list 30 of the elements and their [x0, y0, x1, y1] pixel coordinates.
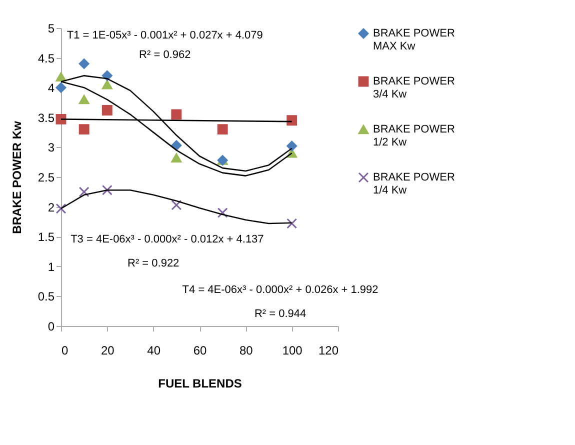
x-tick-label: 80 [239, 344, 254, 358]
annotation: R² = 0.922 [127, 257, 180, 270]
y-tick-label: 4 [48, 81, 55, 96]
x-tick-label: 60 [193, 344, 207, 358]
x-tick-label: 40 [147, 344, 161, 358]
y-tick-label: 2.5 [38, 170, 55, 184]
legend-label: BRAKE POWER 1/4 Kw [373, 172, 455, 196]
legend-label: BRAKE POWER 3/4 Kw [373, 76, 455, 100]
annotation: T3 = 4E-06x³ - 0.000x² - 0.012x + 4.137 [70, 234, 264, 246]
y-tick-label: 1 [48, 260, 55, 274]
x-tick-label: 100 [282, 344, 303, 358]
annotation: R² = 0.962 [139, 48, 191, 61]
x-tick-label: 0 [62, 344, 68, 358]
y-tick-label: 5 [48, 22, 55, 36]
annotation: R² = 0.944 [254, 308, 306, 320]
x-axis-title: FUEL BLENDS [158, 376, 242, 390]
y-tick-label: 4.5 [38, 51, 55, 66]
y-tick-label: 3.5 [38, 110, 55, 125]
y-axis-title: BRAKE POWER Kw [10, 120, 24, 234]
x-tick-label: 120 [318, 344, 339, 358]
legend-label: BRAKE POWER 1/2 Kw [373, 124, 455, 148]
x-tick-label: 20 [100, 344, 115, 358]
y-tick-label: 2 [48, 200, 55, 214]
annotation: T1 = 1E-05x³ - 0.001x² + 0.027x + 4.079 [66, 30, 263, 42]
y-tick-label: 0.5 [38, 290, 55, 304]
y-tick-label: 0 [48, 320, 55, 334]
legend-label: BRAKE POWER MAX Kw [373, 28, 455, 52]
y-tick-label: 1.5 [38, 230, 55, 244]
y-tick-label: 3 [48, 140, 55, 155]
annotation: T4 = 4E-06x³ - 0.000x² + 0.026x + 1.992 [182, 284, 378, 296]
